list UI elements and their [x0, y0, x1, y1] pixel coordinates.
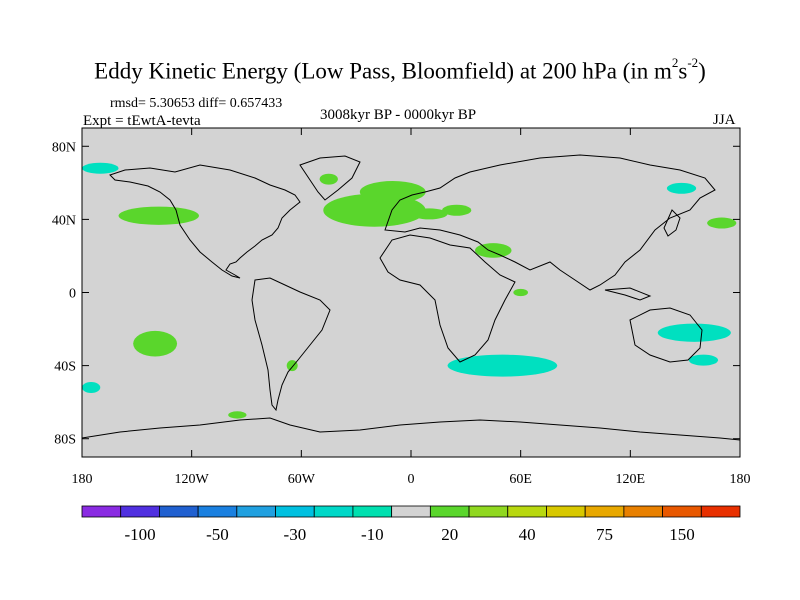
coastline-south-america: [251, 277, 331, 412]
period-label: 3008kyr BP - 0000kyr BP: [320, 107, 477, 123]
anomaly-tasman-negative: [688, 354, 719, 366]
coastline-australia: [629, 307, 703, 363]
map-background: [82, 128, 740, 457]
lon-tick-label: 120W: [175, 472, 210, 487]
anomaly-kamchatka-negative: [666, 182, 697, 194]
coastline-north-america: [109, 164, 301, 279]
colorbar-label: -50: [206, 525, 229, 544]
colorbar-label: -10: [361, 525, 384, 544]
anomaly-arctic-pacific-negative: [82, 162, 119, 174]
experiment-label: Expt = tEwtA-tevta: [83, 113, 201, 129]
anomaly-arabia-positive: [474, 243, 512, 258]
anomaly-south-indian-negative: [447, 354, 558, 377]
colorbar-box: [468, 505, 509, 518]
colorbar-box: [507, 505, 547, 518]
coastline-greenland: [299, 155, 361, 201]
colorbar-box: [275, 505, 315, 518]
colorbar-box: [81, 505, 122, 518]
coastline-japan: [663, 209, 681, 237]
coastline-antarctica: [82, 417, 740, 441]
lat-tick-label: 40N: [52, 213, 76, 228]
coastline-indonesia: [604, 287, 652, 301]
anomaly-greenland-positive: [319, 173, 338, 185]
coastline-eurasia: [384, 154, 716, 291]
anomaly-europe-positive: [411, 208, 448, 220]
colorbar-label: 40: [519, 525, 536, 544]
colorbar-box: [623, 505, 663, 518]
colorbar-box: [120, 505, 160, 518]
axis-ticks: 80N 40N 0 40S 80S 180 120W 60W 0 60E 120E 180: [52, 128, 751, 487]
colorbar-box: [236, 505, 276, 518]
colorbar-box: [313, 505, 354, 518]
colorbar-label: 150: [669, 525, 695, 544]
lat-tick-label: 0: [69, 287, 76, 302]
colorbar-box: [546, 505, 586, 518]
lon-tick-label: 120E: [616, 472, 646, 487]
colorbar-label: -30: [284, 525, 307, 544]
colorbar-box: [584, 505, 625, 518]
colorbar-box: [352, 505, 393, 518]
colorbar-box: [429, 505, 470, 518]
anomaly-north-atlantic-positive-2: [359, 181, 426, 203]
season-label: JJA: [713, 112, 736, 128]
lat-tick-label: 40S: [54, 360, 76, 375]
colorbar: -100 -50 -30 -10 20 40 75 150: [81, 505, 741, 544]
anomaly-southeast-pacific-negative: [82, 382, 101, 394]
anomaly-southern-ocean-positive: [228, 411, 247, 419]
anomaly-south-america-positive: [286, 360, 298, 372]
colorbar-box: [391, 505, 431, 518]
lon-tick-label: 180: [72, 472, 93, 487]
anomaly-indian-ocean-positive: [513, 288, 528, 297]
lat-tick-label: 80S: [54, 433, 76, 448]
anomaly-australia-negative: [657, 323, 731, 342]
lon-tick-label: 60W: [288, 472, 316, 487]
anomaly-west-pacific-positive: [707, 217, 737, 229]
chart-title: Eddy Kinetic Energy (Low Pass, Bloomfiel…: [94, 55, 706, 84]
stats-label: rmsd= 5.30653 diff= 0.657433: [110, 96, 283, 111]
colorbar-label: 20: [441, 525, 458, 544]
lon-tick-label: 180: [730, 472, 751, 487]
lat-tick-label: 80N: [52, 140, 76, 155]
colorbar-label: -100: [124, 525, 155, 544]
colorbar-box: [662, 505, 702, 518]
colorbar-box: [197, 505, 238, 518]
colorbar-box: [700, 505, 741, 518]
colorbar-label: 75: [596, 525, 613, 544]
colorbar-box: [159, 505, 199, 518]
lon-tick-label: 0: [408, 472, 415, 487]
lon-tick-label: 60E: [509, 472, 532, 487]
coastline-africa: [379, 234, 516, 363]
anomaly-mediterranean-positive: [442, 204, 472, 216]
anomaly-south-pacific-positive: [133, 330, 178, 357]
anomaly-north-pacific-positive: [118, 206, 199, 225]
coastlines: [82, 154, 740, 441]
